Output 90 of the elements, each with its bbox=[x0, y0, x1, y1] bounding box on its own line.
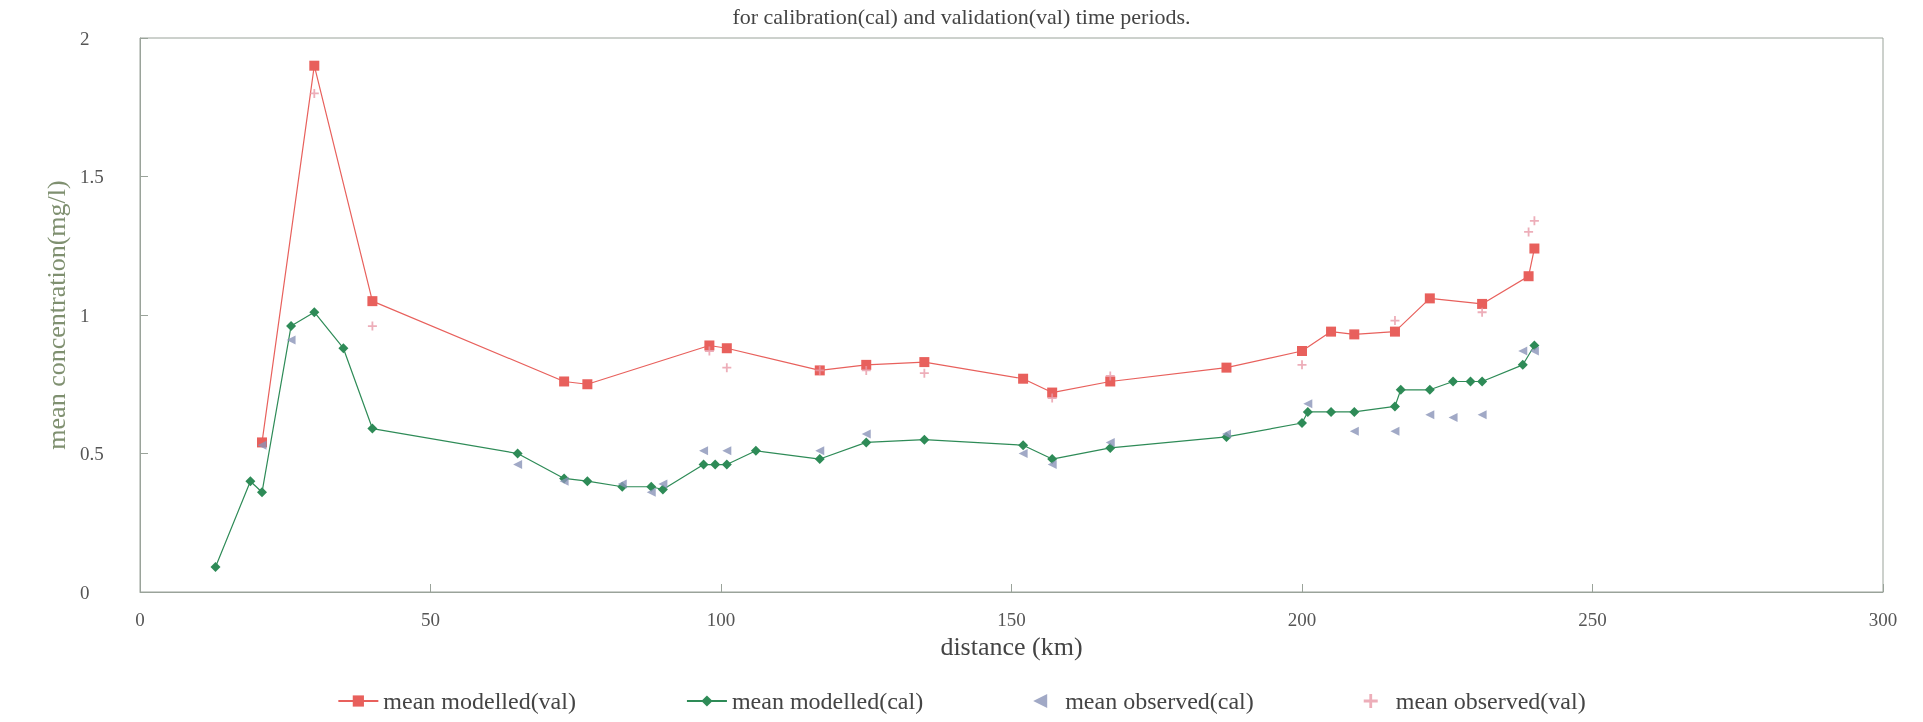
point bbox=[1349, 329, 1360, 340]
point bbox=[1424, 293, 1435, 304]
point bbox=[1477, 376, 1488, 387]
point bbox=[1529, 243, 1540, 254]
point bbox=[919, 357, 930, 368]
point bbox=[710, 459, 721, 470]
legend-label: mean modelled(cal) bbox=[731, 688, 924, 714]
point bbox=[367, 296, 378, 307]
point bbox=[367, 423, 378, 434]
point bbox=[1477, 410, 1487, 420]
point bbox=[750, 445, 761, 456]
x-tick-label: 150 bbox=[997, 609, 1026, 630]
y-tick-label: 1 bbox=[80, 304, 90, 326]
y-tick-label: 0.5 bbox=[80, 443, 104, 464]
point bbox=[309, 60, 320, 71]
point bbox=[1523, 271, 1534, 282]
chart-title: for calibration(cal) and validation(val) time periods. bbox=[732, 3, 1191, 29]
point bbox=[1349, 406, 1360, 417]
point bbox=[559, 376, 570, 387]
point bbox=[657, 484, 668, 495]
point bbox=[1105, 437, 1115, 447]
y-tick-label: 2 bbox=[80, 27, 90, 49]
point bbox=[722, 363, 732, 373]
point bbox=[721, 459, 732, 470]
legend-label: mean observed(val) bbox=[1395, 688, 1586, 714]
point bbox=[1517, 359, 1528, 370]
point bbox=[1424, 384, 1435, 395]
point bbox=[1448, 412, 1458, 422]
point bbox=[1018, 373, 1029, 384]
point bbox=[582, 476, 593, 487]
point bbox=[814, 454, 825, 465]
point bbox=[257, 487, 268, 498]
x-tick-label: 100 bbox=[706, 609, 736, 630]
point bbox=[1018, 440, 1029, 451]
point bbox=[309, 307, 320, 318]
point bbox=[1297, 418, 1307, 429]
point bbox=[704, 340, 715, 351]
point bbox=[861, 437, 872, 448]
point bbox=[367, 321, 377, 331]
point bbox=[1326, 326, 1337, 337]
point bbox=[721, 343, 732, 354]
point bbox=[1477, 298, 1488, 309]
y-tick-label: 1.5 bbox=[80, 166, 104, 187]
point bbox=[1047, 393, 1057, 403]
point bbox=[1518, 346, 1528, 356]
point bbox=[1389, 326, 1400, 337]
point bbox=[919, 434, 930, 445]
legend-label: mean observed(cal) bbox=[1065, 688, 1254, 714]
point bbox=[1529, 346, 1539, 356]
y-tick-label: 0 bbox=[80, 581, 90, 603]
point bbox=[1047, 454, 1058, 465]
point bbox=[1105, 442, 1116, 453]
point bbox=[1395, 384, 1406, 395]
point bbox=[1297, 360, 1307, 370]
y-axis-title: mean concentration(mg/l) bbox=[41, 180, 71, 450]
point bbox=[245, 476, 256, 487]
point bbox=[1349, 426, 1359, 436]
x-tick-label: 50 bbox=[421, 609, 440, 630]
point bbox=[512, 448, 523, 459]
point bbox=[919, 368, 929, 378]
point bbox=[1529, 340, 1540, 351]
point bbox=[1018, 449, 1028, 458]
point bbox=[286, 335, 296, 345]
x-tick-label: 250 bbox=[1578, 609, 1607, 630]
point bbox=[1389, 401, 1400, 412]
point bbox=[658, 479, 668, 489]
point bbox=[1297, 346, 1307, 357]
x-axis-title: distance (km) bbox=[940, 632, 1083, 662]
point bbox=[210, 562, 221, 573]
point bbox=[338, 343, 349, 354]
point bbox=[861, 365, 871, 375]
point bbox=[1221, 362, 1232, 373]
x-tick-label: 300 bbox=[1868, 609, 1898, 630]
legend-label: mean modelled(val) bbox=[383, 688, 576, 714]
point bbox=[286, 321, 297, 332]
point bbox=[1448, 376, 1459, 387]
point bbox=[1047, 460, 1057, 470]
point bbox=[513, 460, 523, 470]
point bbox=[582, 379, 593, 390]
x-tick-label: 0 bbox=[135, 609, 145, 630]
point bbox=[1326, 406, 1337, 417]
point bbox=[698, 459, 709, 470]
point bbox=[1477, 307, 1487, 317]
x-tick-label: 200 bbox=[1287, 609, 1317, 630]
point bbox=[1105, 371, 1115, 381]
point bbox=[704, 346, 714, 356]
point bbox=[861, 429, 871, 439]
point bbox=[1465, 376, 1476, 387]
point bbox=[1302, 406, 1313, 417]
point bbox=[646, 487, 656, 497]
